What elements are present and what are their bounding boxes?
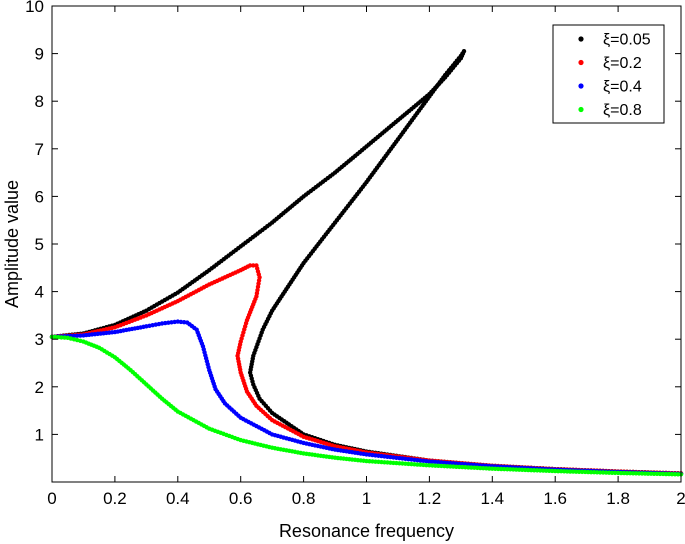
axis-ticks: 0 0.2 0.4 0.6 0.8 1 1.2 1.4 1.6 1.8 2 1 2 3 4 5 6 7 8 9 10 [25,0,685,508]
y-tick-label: 5 [35,235,44,254]
data-point [78,333,83,338]
data-point [56,335,61,340]
x-tick-label: 1.2 [418,489,442,508]
data-point [247,263,253,268]
legend: ξ=0.05 ξ=0.2 ξ=0.4 ξ=0.8 [552,24,665,124]
x-tick-label: 0.8 [292,489,316,508]
series-4 [49,334,684,477]
legend-label: ξ=0.2 [603,55,642,72]
x-axis-title: Resonance frequency [279,521,454,541]
x-tick-label: 1.6 [543,489,567,508]
y-tick-label: 1 [35,425,44,444]
legend-label: ξ=0.05 [603,32,651,49]
legend-marker [578,83,584,89]
x-tick-label: 0 [47,489,56,508]
x-tick-label: 0.2 [103,489,127,508]
legend-marker [578,106,584,113]
y-tick-label: 9 [35,45,44,64]
data-point [59,335,64,340]
y-tick-label: 4 [35,283,44,302]
x-tick-label: 1.8 [606,489,630,508]
legend-marker [578,59,584,66]
legend-marker [578,36,584,42]
data-point [62,335,67,340]
legend-box [552,24,665,124]
x-tick-label: 1.4 [480,489,504,508]
y-tick-label: 3 [35,330,44,349]
legend-label: ξ=0.4 [603,79,642,96]
y-tick-label: 7 [35,140,44,159]
data-point [52,334,58,340]
y-tick-label: 8 [35,92,44,111]
data-point [71,333,77,339]
x-tick-label: 0.4 [166,489,190,508]
data-point [74,333,80,338]
legend-label: ξ=0.8 [603,102,642,119]
data-points [49,49,684,477]
y-tick-label: 10 [25,0,44,16]
x-tick-label: 2 [676,489,685,508]
y-tick-label: 2 [35,378,44,397]
y-tick-label: 6 [35,187,44,206]
x-tick-label: 0.6 [229,489,253,508]
y-axis-title: Amplitude value [2,180,22,308]
data-point [251,263,256,268]
x-tick-label: 1 [362,489,371,508]
